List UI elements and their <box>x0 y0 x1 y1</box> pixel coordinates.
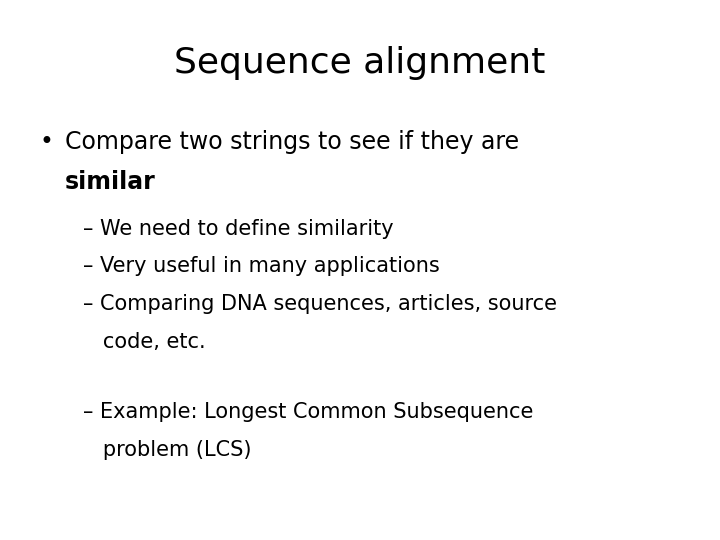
Text: – Very useful in many applications: – Very useful in many applications <box>83 256 439 276</box>
Text: code, etc.: code, etc. <box>83 332 205 352</box>
Text: – Example: Longest Common Subsequence: – Example: Longest Common Subsequence <box>83 402 534 422</box>
Text: •: • <box>40 130 53 153</box>
Text: Sequence alignment: Sequence alignment <box>174 46 546 80</box>
Text: problem (LCS): problem (LCS) <box>83 440 251 460</box>
Text: – Comparing DNA sequences, articles, source: – Comparing DNA sequences, articles, sou… <box>83 294 557 314</box>
Text: Compare two strings to see if they are: Compare two strings to see if they are <box>65 130 519 153</box>
Text: – We need to define similarity: – We need to define similarity <box>83 219 393 239</box>
Text: similar: similar <box>65 170 156 194</box>
